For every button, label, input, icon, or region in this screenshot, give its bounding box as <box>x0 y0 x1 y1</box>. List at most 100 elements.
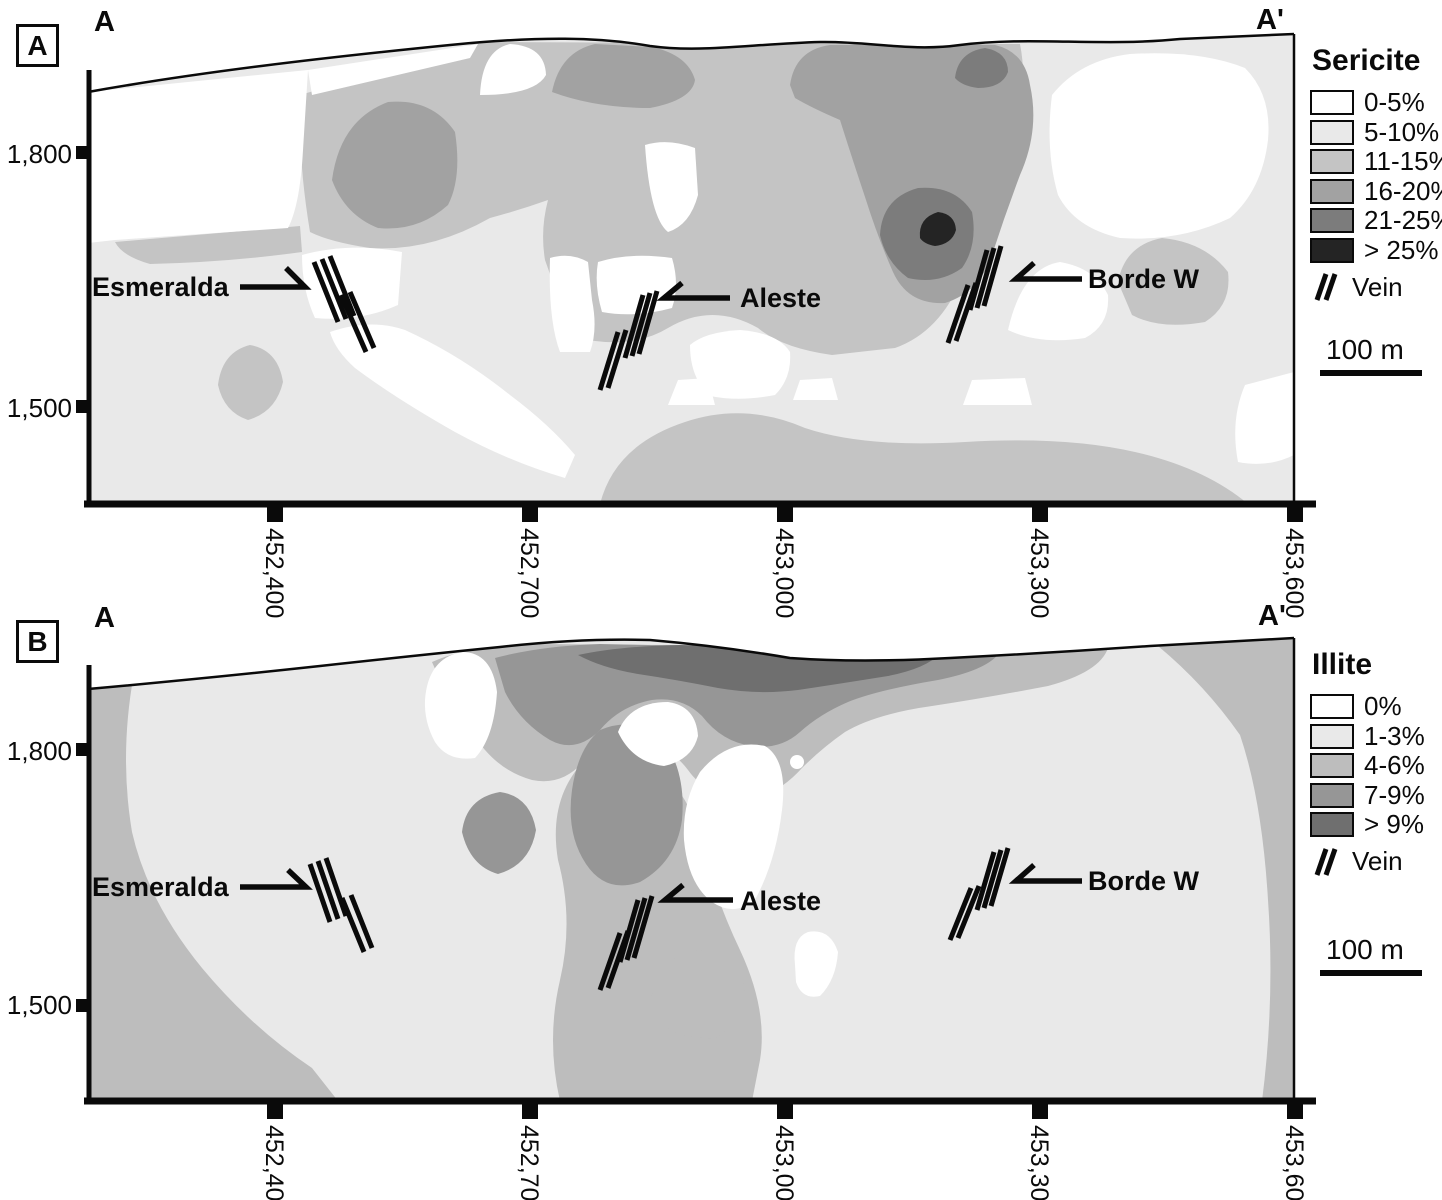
x-tick-label: 453,000 <box>770 528 798 619</box>
borde-w-label: Borde W <box>1088 264 1199 294</box>
scale-bar-line <box>1320 370 1422 376</box>
section-end-label-a: A' <box>1256 4 1284 36</box>
layer-illite-0 <box>424 652 838 997</box>
legend-vein-label: Vein <box>1352 271 1403 302</box>
legend-item: 5-10% <box>1310 116 1442 148</box>
elevation-axis <box>76 665 92 1101</box>
y-tick-label: 1,800 <box>6 736 72 766</box>
section-end-label-b: A' <box>1258 600 1286 632</box>
axis-tick <box>1287 1104 1303 1119</box>
legend-swatch <box>1310 723 1354 749</box>
section-start-label-a: A <box>94 6 115 38</box>
panel-a-marker-letter: A <box>27 29 48 61</box>
esmeralda-arrow <box>240 868 313 890</box>
legend-swatch <box>1310 694 1354 720</box>
x-tick-label: 453,600 <box>1280 1125 1308 1200</box>
legend-swatch <box>1310 812 1354 838</box>
legend-item-label: 11-15% <box>1364 146 1442 177</box>
legend-item-label: 7-9% <box>1364 779 1425 810</box>
contour-region <box>330 324 575 478</box>
borde-w-arrow <box>1008 862 1082 884</box>
borde-w-vein-symbol <box>947 847 1011 941</box>
distance-axis <box>84 500 1316 522</box>
aleste-vein-symbol <box>597 895 655 991</box>
sericite-legend: Sericite 0-5% 5-10% 11-15% 16-20% 21-25%… <box>1310 44 1442 305</box>
contour-region <box>115 226 302 264</box>
legend-item-label: 5-10% <box>1364 116 1440 147</box>
panel-a-marker: A <box>16 24 59 67</box>
contour-region <box>218 345 283 420</box>
esmeralda-arrow <box>240 266 312 290</box>
section-start-label-b: A <box>94 602 115 634</box>
legend-item: 11-15% <box>1310 146 1442 177</box>
axis-tick <box>1032 507 1048 522</box>
contour-region <box>308 44 478 95</box>
contour-region <box>690 330 791 399</box>
contour-region <box>1235 372 1294 464</box>
x-tick-label: 452,400 <box>260 1125 288 1200</box>
contour-region <box>570 724 683 886</box>
legend-item-label: > 9% <box>1364 809 1424 840</box>
legend-swatch <box>1310 237 1354 263</box>
scale-bar: 100 m <box>1320 334 1422 376</box>
axis-tick <box>522 507 538 522</box>
scale-bar-line <box>1320 970 1422 976</box>
axis-tick <box>1287 507 1303 522</box>
contour-region <box>963 378 1032 405</box>
legend-vein-item: Vein <box>1310 844 1442 880</box>
contour-region <box>651 950 745 1039</box>
axis-tick <box>1032 1104 1048 1119</box>
illite-legend: Illite 0% 1-3% 4-6% 7-9% > 9% Vein <box>1310 648 1442 880</box>
aleste-label: Aleste <box>740 886 822 916</box>
vein-icon <box>1314 273 1338 301</box>
legend-item-label: 1-3% <box>1364 720 1425 751</box>
contour-region <box>1158 638 1294 1101</box>
x-tick-label: 453,300 <box>1025 1125 1053 1200</box>
legend-swatch <box>1310 782 1354 808</box>
distance-axis <box>84 1097 1316 1119</box>
legend-item: > 25% <box>1310 235 1442 266</box>
contour-region <box>1049 53 1269 239</box>
contour-region <box>790 755 804 769</box>
contour-region <box>424 652 497 759</box>
axis-tick <box>267 507 283 522</box>
contour-region <box>88 685 338 1101</box>
panel-b-marker-letter: B <box>27 625 48 657</box>
x-tick-label: 453,000 <box>770 1125 798 1200</box>
legend-item: 0% <box>1310 691 1442 722</box>
contour-region <box>668 378 715 405</box>
aleste-label: Aleste <box>740 283 822 313</box>
aleste-vein-symbol <box>597 290 660 391</box>
y-tick-label: 1,500 <box>6 393 72 423</box>
legend-item: > 9% <box>1310 809 1442 840</box>
x-tick-label: 452,700 <box>515 1125 543 1200</box>
esmeralda-label: Esmeralda <box>92 872 229 902</box>
topographic-surface-line <box>87 32 1295 94</box>
legend-item: 7-9% <box>1310 779 1442 811</box>
legend-title: Sericite <box>1312 44 1421 77</box>
legend-item-label: 4-6% <box>1364 750 1425 781</box>
legend-swatch <box>1310 208 1354 234</box>
y-tick-label: 1,800 <box>6 139 72 169</box>
borde-w-vein-symbol <box>945 245 1004 344</box>
contour-region <box>919 212 956 246</box>
vein-icon <box>1314 847 1338 876</box>
legend-item: 1-3% <box>1310 720 1442 752</box>
contour-region <box>462 792 536 874</box>
legend-swatch <box>1310 753 1354 779</box>
borde-w-label: Borde W <box>1088 866 1199 896</box>
legend-item: 21-25% <box>1310 205 1442 236</box>
layer-sericite-gt-25 <box>919 212 956 246</box>
axis-tick <box>76 146 89 159</box>
x-tick-label: 453,300 <box>1025 528 1053 619</box>
esmeralda-vein-symbol <box>311 255 377 354</box>
contour-region <box>794 931 838 997</box>
axis-tick <box>522 1104 538 1119</box>
contour-region <box>480 44 546 95</box>
contour-region <box>600 413 1248 504</box>
axis-tick <box>76 400 89 413</box>
layer-sericite-0-5 <box>88 44 1294 478</box>
topographic-surface-line <box>87 636 1295 691</box>
axis-tick <box>777 1104 793 1119</box>
